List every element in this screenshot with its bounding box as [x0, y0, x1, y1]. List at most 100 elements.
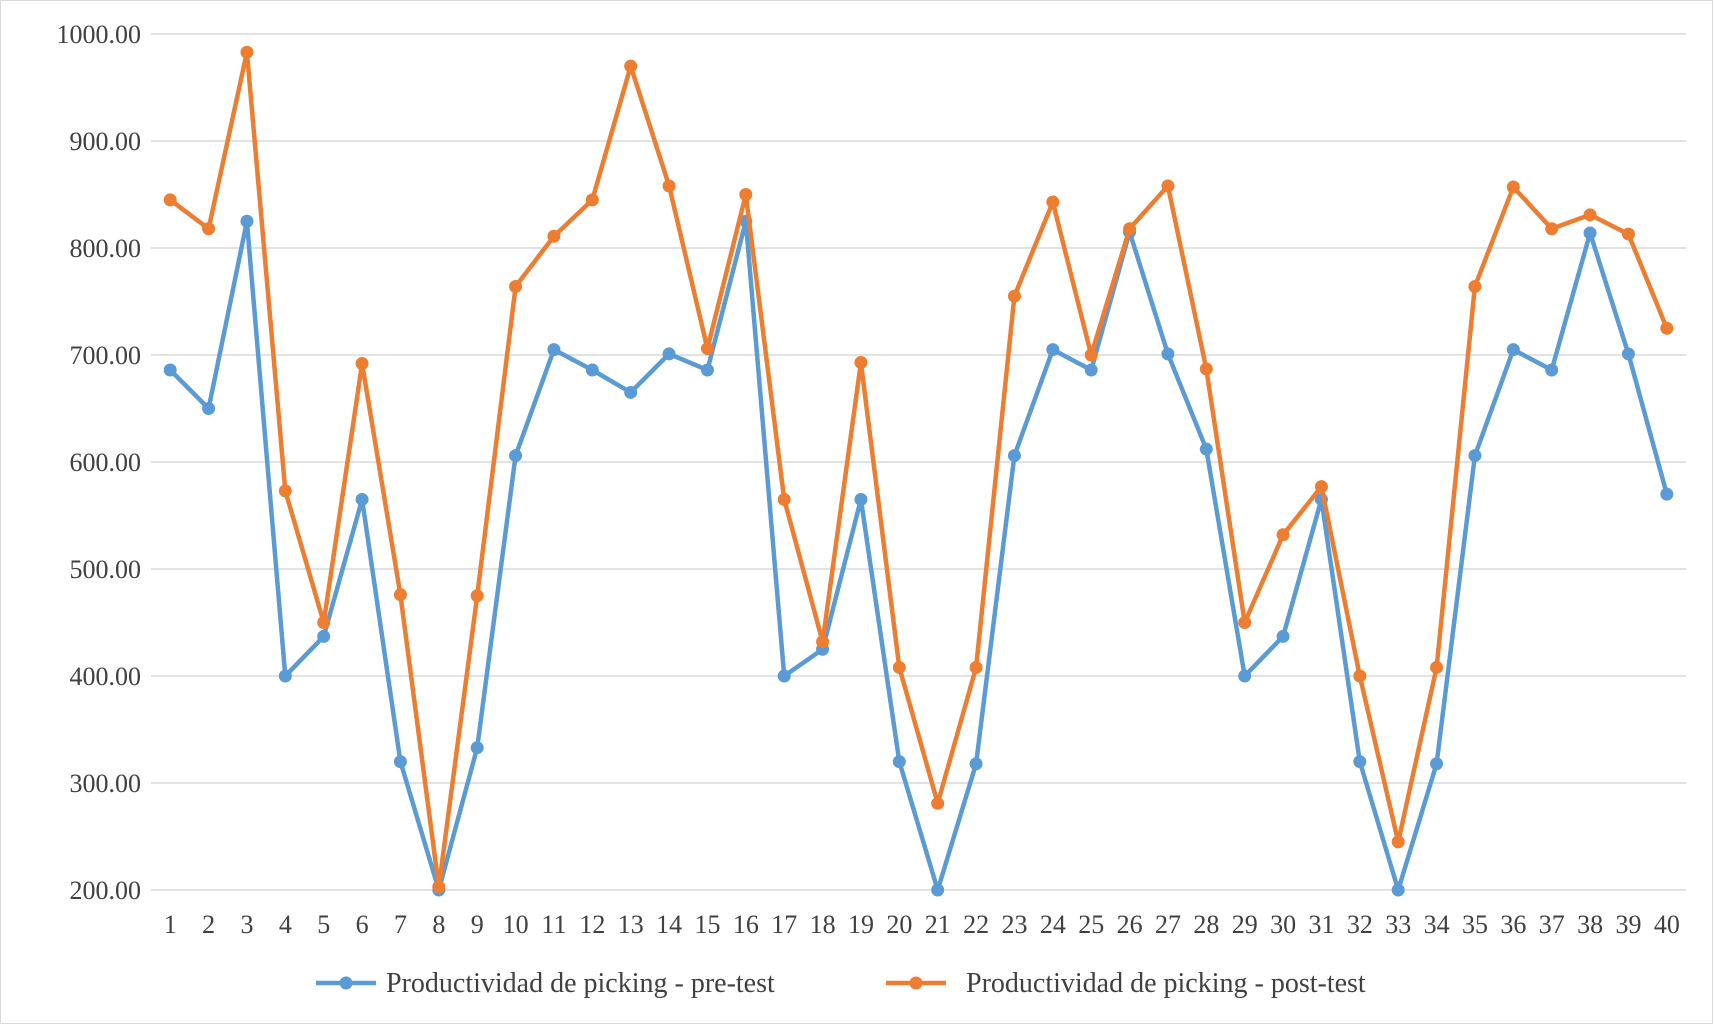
x-tick-label: 12 [579, 910, 605, 939]
x-tick-label: 21 [925, 910, 951, 939]
data-point [624, 59, 638, 73]
data-point [1430, 660, 1444, 674]
data-point [470, 589, 484, 603]
data-point [1660, 487, 1674, 501]
data-point [240, 214, 254, 228]
data-point [202, 402, 216, 415]
data-point [1353, 755, 1367, 769]
y-tick-label: 800.00 [70, 234, 142, 263]
x-tick-label: 39 [1615, 910, 1641, 939]
data-point [816, 635, 830, 649]
data-point [163, 363, 177, 377]
y-tick-label: 300.00 [70, 769, 142, 798]
data-point [1660, 321, 1674, 335]
data-point [1161, 179, 1175, 193]
data-point [662, 347, 676, 361]
x-tick-label: 28 [1193, 910, 1219, 939]
x-tick-label: 37 [1539, 910, 1565, 939]
data-point [1238, 669, 1252, 683]
x-tick-label: 7 [394, 910, 407, 939]
legend-swatch-marker [909, 976, 923, 990]
x-tick-label: 29 [1232, 910, 1258, 939]
x-tick-label: 30 [1270, 910, 1296, 939]
data-point [1545, 222, 1559, 236]
x-tick-label: 19 [848, 910, 874, 939]
data-point [355, 492, 369, 506]
data-point [432, 880, 446, 894]
data-point [969, 660, 983, 674]
x-tick-label: 15 [694, 910, 720, 939]
data-point [355, 357, 369, 371]
x-tick-label: 16 [733, 910, 759, 939]
data-point [278, 484, 292, 498]
y-axis-tick-labels: 1000.00 900.00 800.00 700.00 600.00 500.00 400… [57, 20, 142, 905]
x-tick-label: 5 [317, 910, 330, 939]
x-tick-label: 22 [963, 910, 989, 939]
legend-label: Productividad de picking - pre-test [386, 968, 775, 999]
y-tick-label: 500.00 [70, 555, 142, 584]
data-point [1468, 449, 1482, 463]
data-point [1084, 348, 1098, 362]
x-tick-label: 4 [279, 910, 292, 939]
data-point [509, 280, 523, 294]
data-point [892, 660, 906, 674]
y-tick-label: 200.00 [70, 876, 142, 905]
x-tick-label: 32 [1347, 910, 1373, 939]
data-point [1353, 669, 1367, 683]
x-tick-label: 9 [471, 910, 484, 939]
data-point [854, 492, 868, 506]
legend: Productividad de picking - pre-test Produ… [316, 968, 1366, 999]
data-point [1276, 629, 1290, 643]
data-point [547, 229, 561, 243]
data-point [624, 385, 638, 399]
data-point [1199, 442, 1213, 456]
data-point [470, 741, 484, 755]
x-tick-label: 17 [771, 910, 797, 939]
x-tick-label: 27 [1155, 910, 1181, 939]
data-point [1545, 363, 1559, 377]
y-tick-label: 600.00 [70, 448, 142, 477]
data-point [1391, 835, 1405, 849]
data-point [202, 222, 216, 236]
data-point [585, 193, 599, 207]
series-2 [163, 45, 1674, 894]
x-tick-label: 10 [503, 910, 529, 939]
data-point [1276, 528, 1290, 542]
data-point [317, 616, 331, 629]
series-line [167, 219, 1670, 893]
y-tick-label: 700.00 [70, 341, 142, 370]
data-point [509, 449, 523, 463]
x-tick-label: 3 [240, 910, 253, 939]
data-point [892, 755, 906, 769]
data-point [1621, 227, 1635, 241]
data-point [163, 193, 177, 207]
data-point [585, 363, 599, 377]
data-point [1583, 226, 1597, 240]
x-tick-label: 38 [1577, 910, 1603, 939]
data-point [1506, 343, 1520, 357]
series-line [167, 49, 1670, 890]
data-point [1314, 480, 1328, 494]
x-tick-label: 25 [1078, 910, 1104, 939]
x-tick-label: 6 [356, 910, 369, 939]
data-point [1046, 195, 1060, 209]
data-point [662, 179, 676, 193]
data-point [1007, 449, 1021, 463]
data-point [777, 492, 791, 506]
gridlines [151, 33, 1686, 891]
legend-label: Productividad de picking - post-test [966, 968, 1366, 999]
data-point [854, 355, 868, 369]
data-point [700, 342, 714, 356]
data-point [1046, 343, 1060, 357]
legend-swatch-marker [339, 976, 353, 990]
data-point [1506, 180, 1520, 194]
data-point [547, 343, 561, 357]
x-tick-label: 40 [1654, 910, 1680, 939]
x-tick-label: 31 [1308, 910, 1334, 939]
data-point [1391, 883, 1405, 897]
data-point [317, 629, 331, 643]
y-tick-label: 900.00 [70, 127, 142, 156]
series-lines [163, 45, 1674, 897]
data-point [393, 588, 407, 602]
x-tick-label: 14 [656, 910, 682, 939]
